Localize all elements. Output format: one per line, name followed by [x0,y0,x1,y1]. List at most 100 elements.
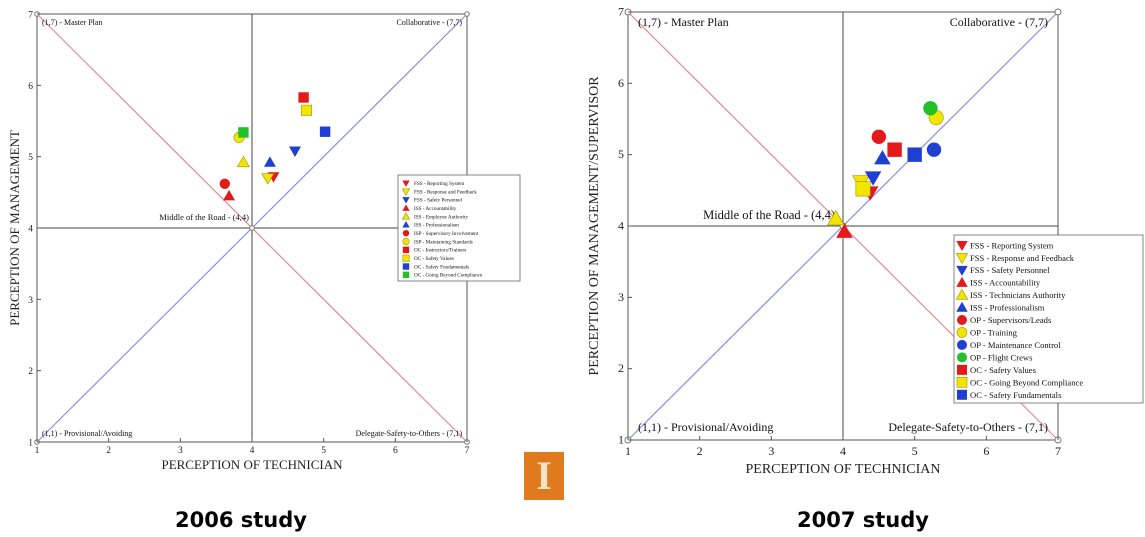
corner-marker [464,11,470,17]
corner-label-provisional: (1,1) - Provisional/Avoiding [42,429,132,438]
chart-2007: 1 2 3 4 5 6 7 1 2 3 4 5 6 7 PERCEPTION OF TECHNICIAN PE… [587,5,1144,477]
caption-2006: 2006 study [175,508,307,532]
legend-label: OC - Safety Fundamentals [970,390,1062,400]
y-tick-label: 6 [28,82,33,92]
legend-label: OP - Maintenance Control [970,340,1061,350]
data-point [864,171,882,186]
legend-label: ISS - Professionalism [970,303,1045,313]
legend-marker [955,253,969,265]
legend-marker [402,263,410,270]
x-tick-label: 7 [465,446,470,456]
legend-marker [955,288,969,300]
legend-label: OC - Safety Values [970,365,1037,375]
x-tick-label: 1 [35,446,40,456]
corner-label-master-plan: (1,7) - Master Plan [638,15,729,29]
legend-marker [957,389,967,400]
y-tick-label: 1 [618,433,624,447]
legend-label: ISS - Professionalism [414,222,459,229]
legend-marker [402,246,410,254]
legend-marker [402,238,410,246]
data-point [926,142,942,157]
legend-label: OC - Safety Fundamentals [414,263,469,270]
legend-label: FSS - Response and Feedback [970,253,1075,263]
legend-label: OP - Training [970,328,1018,338]
data-point [836,223,853,238]
legend-marker [957,315,967,325]
y-tick-label: 1 [28,439,33,449]
corner-label-delegate: Delegate-Safety-to-Others - (7,1) [888,420,1048,434]
legend-marker [956,265,968,276]
middle-of-road-label: Middle of the Road - (4,4) [703,208,835,222]
data-point [263,156,276,167]
x-tick-label: 2 [697,444,703,458]
x-tick-label: 5 [912,444,918,458]
legend-label: FSS - Safety Personnel [414,197,463,204]
legend-marker [402,254,410,262]
legend-label: OC - Going Beyond Compliance [414,273,483,279]
legend-marker [401,212,411,220]
corner-label-master-plan: (1,7) - Master Plan [42,18,102,27]
y-tick-label: 3 [618,290,624,304]
x-tick-label: 5 [321,446,326,456]
x-tick-label: 2 [106,446,111,456]
x-tick-label: 3 [178,446,183,456]
y-axis-label: PERCEPTION OF MANAGEMENT [7,130,22,326]
data-point [827,209,845,226]
legend-box [397,174,521,282]
legend-marker [401,188,411,196]
legend-marker [956,240,968,251]
x-tick-label: 4 [250,446,255,456]
legend-marker [402,229,410,237]
corner-label-provisional: (1,1) - Provisional/Avoiding [638,420,773,434]
y-tick-label: 3 [28,296,33,306]
data-point [219,178,230,189]
middle-of-road-label: Middle of the Road - (4,4) [159,212,249,222]
x-tick-label: 6 [983,444,989,458]
corner-marker [249,225,255,231]
university-logo: I [524,452,564,500]
legend-label: ISS - Employee Authority [414,214,468,220]
legend-marker [957,352,967,363]
legend-marker [957,364,967,375]
corner-label-collaborative: Collaborative - (7,7) [396,18,462,27]
legend-marker [956,301,968,312]
corner-label-delegate: Delegate-Safety-to-Others - (7,1) [356,429,463,438]
legend-marker [402,221,410,228]
y-tick-label: 4 [618,219,624,233]
x-tick-label: 4 [840,444,846,458]
data-point [261,173,275,185]
legend-marker [956,377,968,388]
data-point [923,101,938,116]
legend-marker [402,180,410,187]
caption-2007: 2007 study [797,508,929,532]
legend-marker [402,271,410,279]
legend-label: ISP - Supervisory Involvement [414,231,479,237]
x-tick-label: 7 [1055,444,1061,458]
data-point [298,92,309,103]
x-tick-label: 1 [625,444,631,458]
data-point [289,146,301,157]
data-point [874,149,891,165]
chart-2006: 1 2 3 4 5 6 7 1 2 3 4 5 6 7 PERCEPTION OF TECHNICIAN PE… [7,11,521,472]
data-point [236,155,250,168]
y-tick-label: 2 [618,361,624,375]
logo-letter: I [536,453,552,498]
legend-label: ISS - Technicians Authority [970,290,1066,300]
legend-label: FSS - Reporting System [970,240,1054,250]
legend-label: FSS - Safety Personnel [970,265,1050,275]
legend-marker [402,204,410,211]
legend-label: FSS - Reporting System [414,181,464,187]
data-point [319,126,331,137]
legend-marker [956,276,968,287]
y-tick-label: 2 [28,367,33,377]
x-axis-label: PERCEPTION OF TECHNICIAN [161,457,343,472]
y-tick-label: 7 [28,11,33,21]
y-tick-label: 5 [28,153,33,163]
data-point [855,181,871,197]
legend-label: ISS - Accountability [970,278,1041,288]
legend-box [953,234,1144,404]
data-point [238,127,249,138]
y-tick-label: 7 [618,5,624,19]
x-tick-label: 3 [768,444,774,458]
corner-marker [1054,8,1062,16]
